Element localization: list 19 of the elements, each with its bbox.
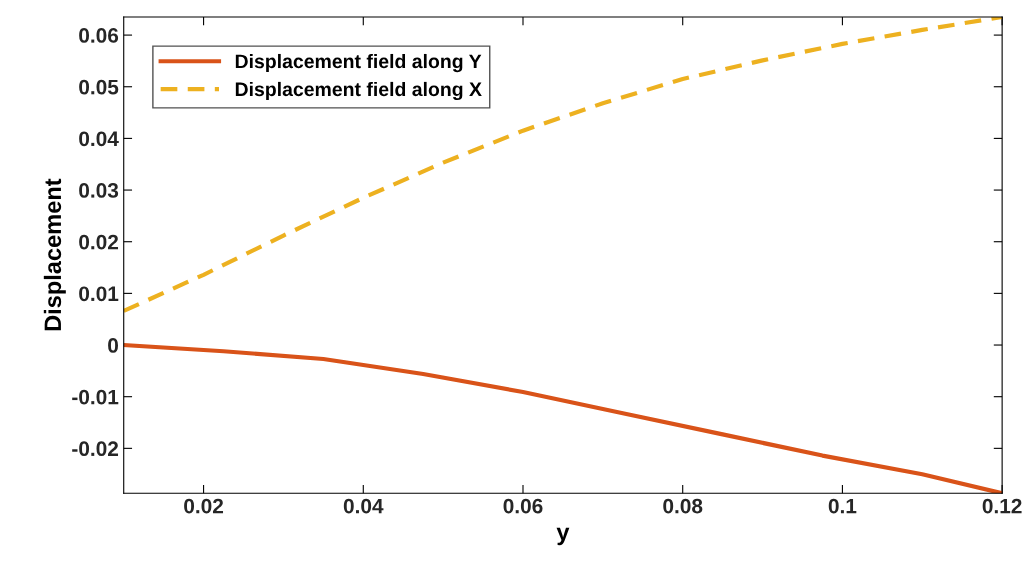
y-tick-label: -0.01 <box>72 389 119 405</box>
legend-label: Displacement field along X <box>235 81 482 101</box>
x-axis-title: y <box>556 527 570 546</box>
x-tick-label: 0.04 <box>343 498 384 514</box>
y-tick-label: 0.03 <box>79 183 119 198</box>
y-tick-label: 0.06 <box>79 28 119 43</box>
x-tick-label: 0.12 <box>982 498 1022 514</box>
x-tick-label: 0.06 <box>503 498 543 514</box>
y-tick-label: 0.01 <box>79 286 119 302</box>
y-axis-title: Displacement <box>43 178 66 331</box>
y-tick-label: 0 <box>108 338 119 353</box>
x-tick-label: 0.08 <box>663 498 703 514</box>
x-tick-label: 0.02 <box>184 498 224 514</box>
y-tick-label: -0.02 <box>72 441 119 457</box>
y-tick-label: 0.02 <box>79 234 119 250</box>
x-tick-label: 0.1 <box>828 498 857 514</box>
y-tick-label: 0.05 <box>79 79 119 95</box>
y-tick-label: 0.04 <box>79 131 119 147</box>
legend-label: Displacement field along Y <box>235 53 482 73</box>
